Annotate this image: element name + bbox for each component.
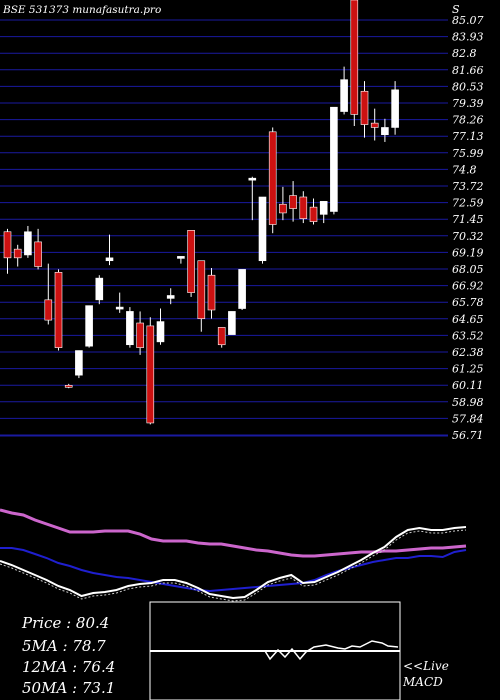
candle-body — [289, 195, 297, 209]
y-tick-label: 68.05 — [452, 263, 484, 276]
y-tick-label: 78.26 — [452, 114, 484, 127]
candle-body — [258, 196, 267, 262]
candle-body — [360, 90, 369, 125]
y-tick-label: 72.59 — [452, 197, 484, 210]
candle-body — [24, 231, 32, 256]
candle-body — [85, 305, 93, 347]
y-tick-label: 74.8 — [452, 163, 477, 176]
candle-body — [75, 350, 83, 376]
macd-label-live: <<Live — [403, 659, 449, 673]
candle-body — [268, 131, 277, 225]
y-tick-label: 82.8 — [452, 47, 477, 60]
candle-body — [299, 196, 308, 220]
candle-body — [64, 385, 73, 388]
candle-body — [370, 122, 379, 128]
candle-body — [197, 260, 206, 319]
candle-body — [319, 201, 328, 215]
legend-12ma: 12MA : 76.4 — [22, 658, 115, 676]
y-tick-label: 56.71 — [452, 429, 484, 442]
candle-body — [44, 299, 53, 321]
price-grid — [0, 19, 448, 437]
legend-price: Price : 80.4 — [21, 614, 109, 632]
candle-body — [381, 127, 389, 136]
candle-body — [13, 248, 22, 259]
candle-body — [34, 241, 42, 267]
y-tick-label: 62.38 — [452, 346, 484, 359]
candle-body — [105, 257, 114, 262]
macd-line — [264, 640, 399, 661]
candle-body — [391, 89, 399, 128]
candle-body — [95, 277, 104, 301]
y-tick-label: 75.99 — [452, 147, 484, 160]
candle-body — [146, 325, 155, 424]
candle-body — [217, 327, 226, 346]
y-tick-label: 83.93 — [452, 31, 484, 44]
candle-body — [330, 106, 338, 212]
y-tick-label: 60.11 — [452, 379, 484, 392]
candle-body — [207, 274, 216, 311]
candle-body — [177, 256, 185, 259]
y-tick-label: 64.65 — [452, 313, 484, 326]
y-axis-unit: S — [452, 3, 460, 16]
y-tick-label: 80.53 — [452, 80, 484, 93]
legend-5ma: 5MA : 78.7 — [22, 637, 106, 655]
ma-5-line — [0, 529, 467, 602]
y-tick-label: 58.98 — [452, 396, 484, 409]
candle-body — [248, 177, 257, 181]
y-tick-label: 65.78 — [452, 296, 484, 309]
y-tick-label: 81.66 — [452, 64, 484, 77]
y-tick-label: 85.07 — [452, 14, 484, 27]
candle-body — [136, 322, 144, 348]
candle-body — [166, 295, 175, 299]
y-tick-label: 66.92 — [452, 280, 484, 293]
y-tick-label: 61.25 — [452, 363, 484, 376]
y-tick-label: 71.45 — [452, 213, 484, 226]
y-tick-label: 70.32 — [452, 230, 484, 243]
candle-body — [340, 79, 348, 112]
candle-body — [228, 311, 236, 335]
y-tick-label: 69.19 — [452, 246, 484, 259]
candle-body — [309, 206, 318, 222]
candle-body — [350, 0, 359, 115]
price-line — [0, 526, 467, 600]
candle-body — [156, 321, 165, 343]
macd-label: MACD — [402, 675, 443, 689]
ma-12-line — [0, 547, 467, 593]
candle-body — [115, 306, 124, 310]
candlestick-series — [3, 0, 399, 425]
ma-50-line — [0, 508, 467, 558]
chart-title: BSE 531373 munafasutra.pro — [2, 4, 161, 16]
candle-body — [126, 311, 134, 346]
indicator-panel — [0, 508, 467, 602]
candle-body — [279, 203, 287, 214]
candle-body — [238, 269, 246, 309]
candle-body — [3, 231, 12, 259]
y-axis-ticks: 85.07 83.93 82.8 81.66 80.53 79.39 78.26 77.13 7… — [452, 14, 484, 442]
candle-body — [187, 230, 195, 293]
legend-50ma: 50MA : 73.1 — [22, 679, 115, 697]
y-tick-label: 63.52 — [452, 329, 484, 342]
y-tick-label: 79.39 — [452, 97, 484, 110]
y-tick-label: 77.13 — [452, 130, 484, 143]
y-tick-label: 73.72 — [452, 180, 484, 193]
candle-body — [54, 272, 63, 348]
y-tick-label: 57.84 — [452, 412, 484, 425]
